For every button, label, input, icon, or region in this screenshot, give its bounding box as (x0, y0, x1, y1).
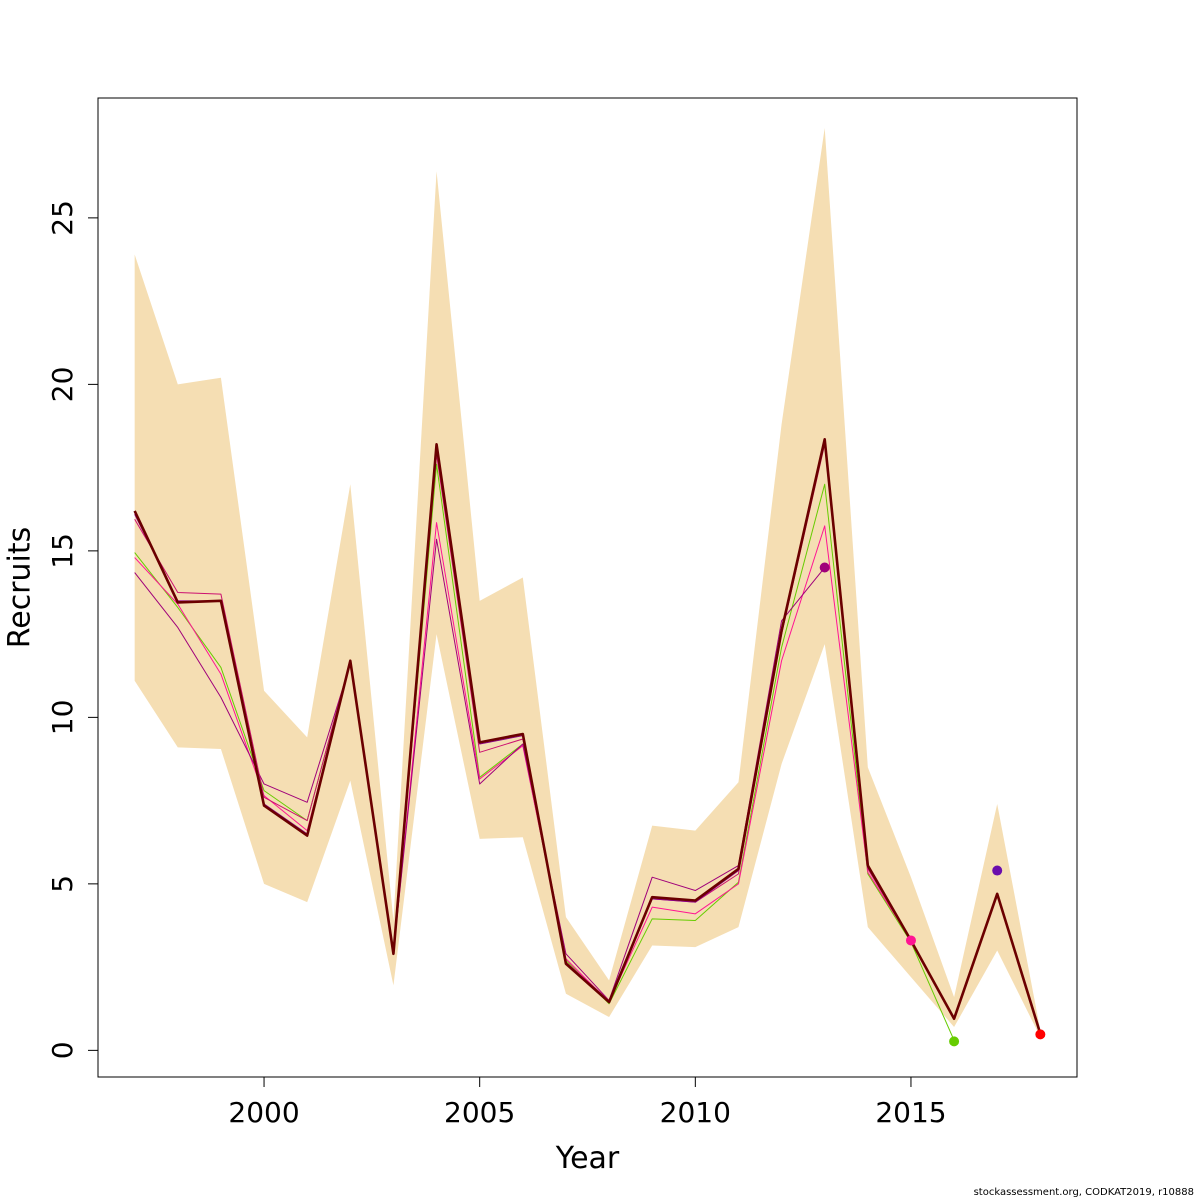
x-tick-label-2000: 2000 (228, 1096, 299, 1129)
x-axis-title: Year (555, 1141, 620, 1176)
confidence-band (134, 127, 1041, 1038)
y-tick-label-25: 25 (46, 200, 79, 236)
y-tick-label-15: 15 (46, 533, 79, 569)
x-tick-label-2005: 2005 (444, 1096, 515, 1129)
series-end-point-0 (819, 562, 830, 573)
y-axis-title: Recruits (3, 527, 38, 649)
y-tick-label-0: 0 (46, 1041, 79, 1059)
y-tick-label-10: 10 (46, 700, 79, 736)
series-end-point-3 (992, 865, 1003, 876)
series-end-point-2 (949, 1036, 960, 1047)
series-end-point-4 (1035, 1029, 1046, 1040)
x-tick-label-2010: 2010 (660, 1096, 731, 1129)
footer-credit: stockassessment.org, CODKAT2019, r10888 (973, 1187, 1194, 1198)
y-tick-label-5: 5 (46, 875, 79, 893)
series-line-retro-3 (134, 538, 826, 1001)
y-tick-label-20: 20 (46, 367, 79, 403)
series-end-point-1 (905, 935, 916, 946)
series-line-main (133, 438, 1042, 1035)
x-tick-label-2015: 2015 (875, 1096, 946, 1129)
